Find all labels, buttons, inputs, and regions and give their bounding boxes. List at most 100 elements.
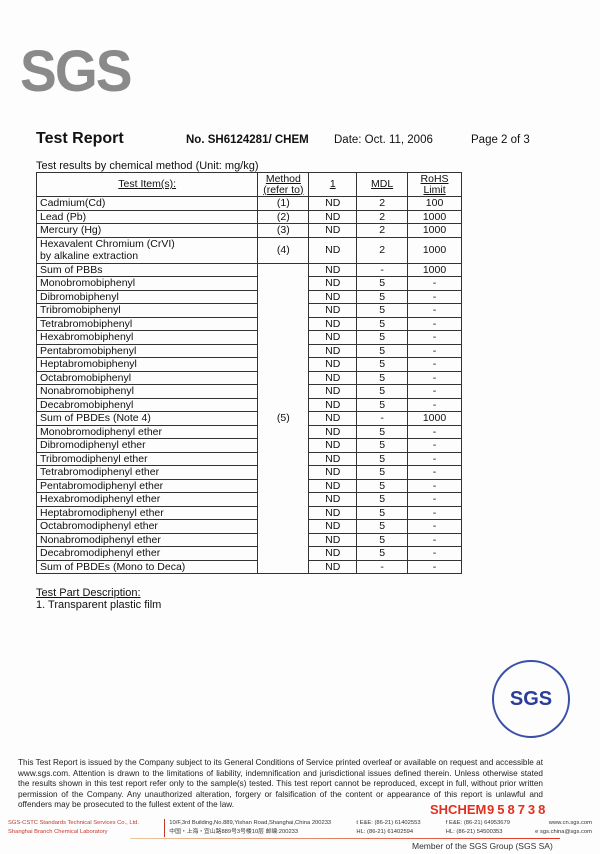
cell-result: ND	[308, 492, 358, 507]
cell-mdl: 5	[356, 384, 409, 399]
cell-mdl: 5	[356, 465, 409, 480]
cell-test-item: Octabromodiphenyl ether	[35, 519, 259, 534]
cell-mdl: 2	[356, 209, 409, 224]
cell-result: ND	[308, 357, 358, 372]
cell-limit: -	[407, 289, 462, 304]
cell-limit: 1000	[407, 223, 462, 238]
table-row: Monobromobiphenyl ND 5-	[35, 276, 462, 291]
cell-mdl: 5	[356, 397, 409, 412]
cell-limit: -	[407, 532, 462, 547]
cell-limit: -	[407, 303, 462, 318]
cell-mdl: 5	[356, 505, 409, 520]
cell-result: ND	[308, 451, 358, 466]
report-number: No. SH6124281/ CHEM	[186, 134, 309, 146]
cell-mdl: 5	[356, 289, 409, 304]
table-row: Decabromodiphenyl ether ND 5-	[35, 546, 462, 561]
cell-result: ND	[308, 196, 358, 211]
cell-mdl: -	[356, 262, 409, 277]
cell-result: ND	[308, 223, 358, 238]
cell-limit: -	[407, 546, 462, 561]
cell-test-item: Cadmium(Cd)	[35, 196, 259, 211]
table-row: Sum of PBBs (5) ND -1000	[35, 262, 462, 574]
cell-result: ND	[308, 236, 358, 264]
cell-mdl: 2	[356, 196, 409, 211]
company-address: 10/F,3rd Building,No.889,Yishan Road,Sha…	[164, 819, 331, 837]
cell-limit: 1000	[407, 411, 462, 426]
cell-limit: 1000	[407, 209, 462, 224]
page-number: Page 2 of 3	[471, 134, 530, 146]
cell-limit: -	[407, 465, 462, 480]
results-table: Test Item(s): Method (refer to) 1 MDL RoH…	[35, 172, 462, 574]
cell-mdl: 5	[356, 424, 409, 439]
cell-result: ND	[308, 384, 358, 399]
table-row: Decabromobiphenyl ND 5-	[35, 397, 462, 412]
cell-limit: -	[407, 316, 462, 331]
cell-result: ND	[308, 411, 358, 426]
cell-limit: 1000	[407, 236, 462, 264]
table-row: Sum of PBDEs (Mono to Deca) ND - -	[35, 559, 462, 574]
cell-limit: -	[407, 519, 462, 534]
cell-result: ND	[308, 546, 358, 561]
table-row: Nonabromodiphenyl ether ND 5-	[35, 532, 462, 547]
cell-result: ND	[308, 465, 358, 480]
cell-test-item: Heptabromobiphenyl	[35, 357, 259, 372]
cell-mdl: 5	[356, 343, 409, 358]
lab-code: SHCHEM	[430, 802, 487, 817]
table-row: Hexavalent Chromium (CrVI) by alkaline ex…	[35, 236, 462, 264]
header-mdl: MDL	[356, 172, 409, 197]
table-row: Tribromobiphenyl ND 5-	[35, 303, 462, 318]
cell-limit: -	[407, 505, 462, 520]
table-row: Lead (Pb) (2) ND 2 1000	[35, 209, 462, 224]
cell-limit: -	[407, 492, 462, 507]
cell-limit: -	[407, 357, 462, 372]
cell-limit: -	[407, 438, 462, 453]
table-row: Octabromobiphenyl ND 5-	[35, 370, 462, 385]
cell-test-item: Heptabromodiphenyl ether	[35, 505, 259, 520]
cell-method-group: (5)	[257, 262, 310, 574]
table-row: Heptabromobiphenyl ND 5-	[35, 357, 462, 372]
cell-limit: -	[407, 343, 462, 358]
cell-method: (2)	[257, 209, 310, 224]
cell-result: ND	[308, 276, 358, 291]
cell-mdl: 5	[356, 532, 409, 547]
table-row: Octabromodiphenyl ether ND 5-	[35, 519, 462, 534]
part-description-item: 1. Transparent plastic film	[36, 599, 162, 611]
cell-test-item: Dibromodiphenyl ether	[35, 438, 259, 453]
header-test-item: Test Item(s):	[35, 172, 259, 197]
table-row: Hexabromodiphenyl ether ND 5-	[35, 492, 462, 507]
table-header-row: Test Item(s): Method (refer to) 1 MDL RoH…	[35, 172, 462, 197]
cell-test-item: Mercury (Hg)	[35, 223, 259, 238]
cell-result: ND	[308, 532, 358, 547]
phone-numbers: t E&E: (86-21) 61402553 HL: (86-21) 61402…	[356, 820, 421, 835]
cell-test-item: Nonabromobiphenyl	[35, 384, 259, 399]
cell-test-item: Hexabromobiphenyl	[35, 330, 259, 345]
contact-web: www.cn.sgs.com e sgs.china@sgs.com	[535, 820, 592, 835]
cell-limit: -	[407, 424, 462, 439]
cell-mdl: -	[356, 411, 409, 426]
cell-test-item: Monobromobiphenyl	[35, 276, 259, 291]
cell-test-item: Sum of PBDEs (Note 4)	[35, 411, 259, 426]
cell-limit: 100	[407, 196, 462, 211]
cell-mdl: 5	[356, 330, 409, 345]
table-row: Sum of PBDEs (Note 4) ND -1000	[35, 411, 462, 426]
member-text: Member of the SGS Group (SGS SA)	[412, 841, 553, 851]
cell-mdl: 5	[356, 303, 409, 318]
cell-limit: -	[407, 276, 462, 291]
cell-result: ND	[308, 343, 358, 358]
cell-test-item: Lead (Pb)	[35, 209, 259, 224]
cell-result: ND	[308, 519, 358, 534]
header-limit: RoHS Limit	[407, 172, 462, 197]
cell-result: ND	[308, 316, 358, 331]
disclaimer-text: This Test Report is issued by the Compan…	[18, 758, 543, 810]
cell-method: (1)	[257, 196, 310, 211]
cell-mdl: 5	[356, 519, 409, 534]
cell-limit: -	[407, 370, 462, 385]
cell-result: ND	[308, 262, 358, 277]
cell-test-item: Dibromobiphenyl	[35, 289, 259, 304]
cell-limit: -	[407, 559, 462, 574]
sgs-stamp: SGS	[492, 660, 570, 738]
page-title: Test Report	[36, 130, 124, 147]
table-row: Heptabromodiphenyl ether ND 5-	[35, 505, 462, 520]
cell-mdl: 2	[356, 223, 409, 238]
